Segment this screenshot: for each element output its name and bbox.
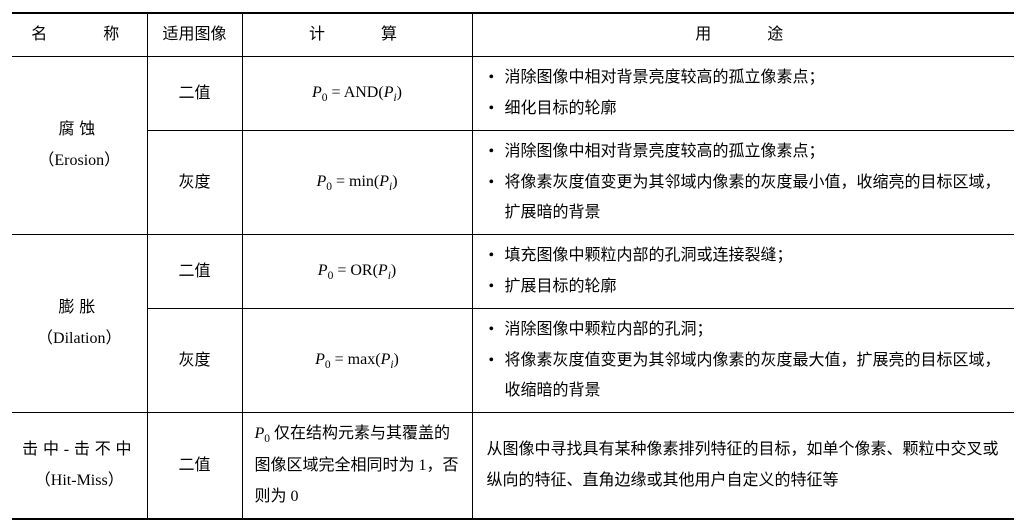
calc-cell: P0 = OR(Pi) — [242, 235, 472, 309]
table-body: 腐蚀（Erosion）二值P0 = AND(Pi)消除图像中相对背景亮度较高的孤… — [12, 57, 1014, 519]
name-cn: 腐蚀 — [58, 121, 100, 138]
use-cell: 消除图像中相对背景亮度较高的孤立像素点；细化目标的轮廓 — [472, 57, 1014, 131]
calc-cell: P0 = AND(Pi) — [242, 57, 472, 131]
header-name: 名 称 — [12, 13, 147, 57]
name-en: （Erosion） — [22, 146, 137, 176]
name-cell: 膨胀 （Dilation） — [12, 235, 147, 413]
use-cell: 消除图像中相对背景亮度较高的孤立像素点；将像素灰度值变更为其邻域内像素的灰度最小… — [472, 131, 1014, 235]
use-item: 填充图像中颗粒内部的孔洞或连接裂缝； — [487, 241, 1005, 271]
use-item: 消除图像中颗粒内部的孔洞； — [487, 315, 1005, 345]
name-en: （Hit-Miss） — [22, 466, 137, 496]
name-cell: 击中-击不中 （Hit-Miss） — [12, 413, 147, 519]
use-cell: 从图像中寻找具有某种像素排列特征的目标，如单个像素、颗粒中交叉或纵向的特征、直角… — [472, 413, 1014, 519]
use-item: 将像素灰度值变更为其邻域内像素的灰度最小值，收缩亮的目标区域，扩展暗的背景 — [487, 168, 1005, 229]
name-en: （Dilation） — [22, 324, 137, 354]
use-item: 将像素灰度值变更为其邻域内像素的灰度最大值，扩展亮的目标区域，收缩暗的背景 — [487, 346, 1005, 407]
use-item: 扩展目标的轮廓 — [487, 272, 1005, 302]
header-apply: 适用图像 — [147, 13, 242, 57]
header-calc: 计 算 — [242, 13, 472, 57]
use-item: 消除图像中相对背景亮度较高的孤立像素点； — [487, 63, 1005, 93]
apply-cell: 二值 — [147, 57, 242, 131]
header-use: 用 途 — [472, 13, 1014, 57]
header-row: 名 称 适用图像 计 算 用 途 — [12, 13, 1014, 57]
apply-cell: 灰度 — [147, 309, 242, 413]
table-row: 灰度P0 = min(Pi)消除图像中相对背景亮度较高的孤立像素点；将像素灰度值… — [12, 131, 1014, 235]
apply-cell: 灰度 — [147, 131, 242, 235]
calc-cell: P0 仅在结构元素与其覆盖的图像区域完全相同时为 1，否则为 0 — [242, 413, 472, 519]
name-cell: 腐蚀 （Erosion） — [12, 57, 147, 235]
calc-cell: P0 = max(Pi) — [242, 309, 472, 413]
calc-cell: P0 = min(Pi) — [242, 131, 472, 235]
apply-cell: 二值 — [147, 413, 242, 519]
morphology-table: 名 称 适用图像 计 算 用 途 腐蚀（Erosion）二值P0 = AND(P… — [12, 12, 1014, 520]
table-row: 灰度P0 = max(Pi)消除图像中颗粒内部的孔洞；将像素灰度值变更为其邻域内… — [12, 309, 1014, 413]
name-cn: 膨胀 — [58, 299, 100, 316]
use-cell: 填充图像中颗粒内部的孔洞或连接裂缝；扩展目标的轮廓 — [472, 235, 1014, 309]
use-cell: 消除图像中颗粒内部的孔洞；将像素灰度值变更为其邻域内像素的灰度最大值，扩展亮的目… — [472, 309, 1014, 413]
table-row: 击中-击不中 （Hit-Miss） 二值P0 仅在结构元素与其覆盖的图像区域完全相同… — [12, 413, 1014, 519]
name-cn: 击中-击不中 — [22, 441, 136, 458]
table-row: 腐蚀（Erosion）二值P0 = AND(Pi)消除图像中相对背景亮度较高的孤… — [12, 57, 1014, 131]
use-item: 消除图像中相对背景亮度较高的孤立像素点； — [487, 137, 1005, 167]
apply-cell: 二值 — [147, 235, 242, 309]
table-row: 膨胀（Dilation）二值P0 = OR(Pi)填充图像中颗粒内部的孔洞或连接… — [12, 235, 1014, 309]
use-item: 细化目标的轮廓 — [487, 94, 1005, 124]
